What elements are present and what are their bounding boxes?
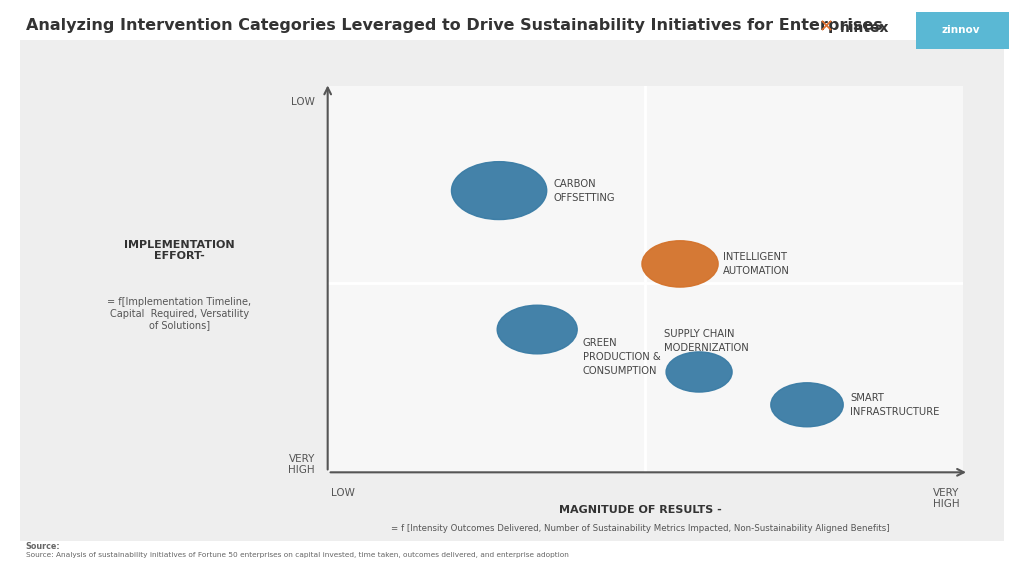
Text: Source:: Source: bbox=[26, 541, 60, 551]
Circle shape bbox=[666, 352, 732, 392]
Text: IMPLEMENTATION
EFFORT-: IMPLEMENTATION EFFORT- bbox=[124, 240, 234, 262]
Text: SUPPLY CHAIN
MODERNIZATION: SUPPLY CHAIN MODERNIZATION bbox=[665, 329, 749, 353]
Text: MAGNITUDE OF RESULTS -: MAGNITUDE OF RESULTS - bbox=[559, 505, 721, 515]
FancyBboxPatch shape bbox=[1, 31, 1023, 551]
Text: = f[Implementation Timeline,
Capital  Required, Versatility
of Solutions]: = f[Implementation Timeline, Capital Req… bbox=[108, 297, 251, 331]
FancyBboxPatch shape bbox=[911, 10, 1014, 50]
Circle shape bbox=[642, 241, 718, 287]
Text: ✕: ✕ bbox=[819, 18, 835, 37]
Text: LOW: LOW bbox=[331, 488, 354, 498]
Circle shape bbox=[498, 305, 578, 354]
Text: SMART
INFRASTRUCTURE: SMART INFRASTRUCTURE bbox=[850, 393, 940, 417]
Text: GREEN
PRODUCTION &
CONSUMPTION: GREEN PRODUCTION & CONSUMPTION bbox=[583, 338, 660, 376]
Text: = f [Intensity Outcomes Delivered, Number of Sustainability Metrics Impacted, No: = f [Intensity Outcomes Delivered, Numbe… bbox=[391, 524, 889, 533]
Text: LOW: LOW bbox=[291, 97, 315, 107]
Circle shape bbox=[452, 162, 547, 219]
Text: nintex: nintex bbox=[840, 21, 889, 35]
Circle shape bbox=[771, 383, 843, 427]
Text: VERY
HIGH: VERY HIGH bbox=[289, 454, 315, 475]
Text: zinnov: zinnov bbox=[941, 25, 980, 35]
Text: Analyzing Intervention Categories Leveraged to Drive Sustainability Initiatives : Analyzing Intervention Categories Levera… bbox=[26, 18, 883, 33]
Text: CARBON
OFFSETTING: CARBON OFFSETTING bbox=[553, 179, 614, 203]
Text: Source: Analysis of sustainability initiatives of Fortune 50 enterprises on capi: Source: Analysis of sustainability initi… bbox=[26, 552, 568, 558]
Text: INTELLIGENT
AUTOMATION: INTELLIGENT AUTOMATION bbox=[723, 252, 791, 276]
Text: VERY
HIGH: VERY HIGH bbox=[933, 488, 959, 509]
